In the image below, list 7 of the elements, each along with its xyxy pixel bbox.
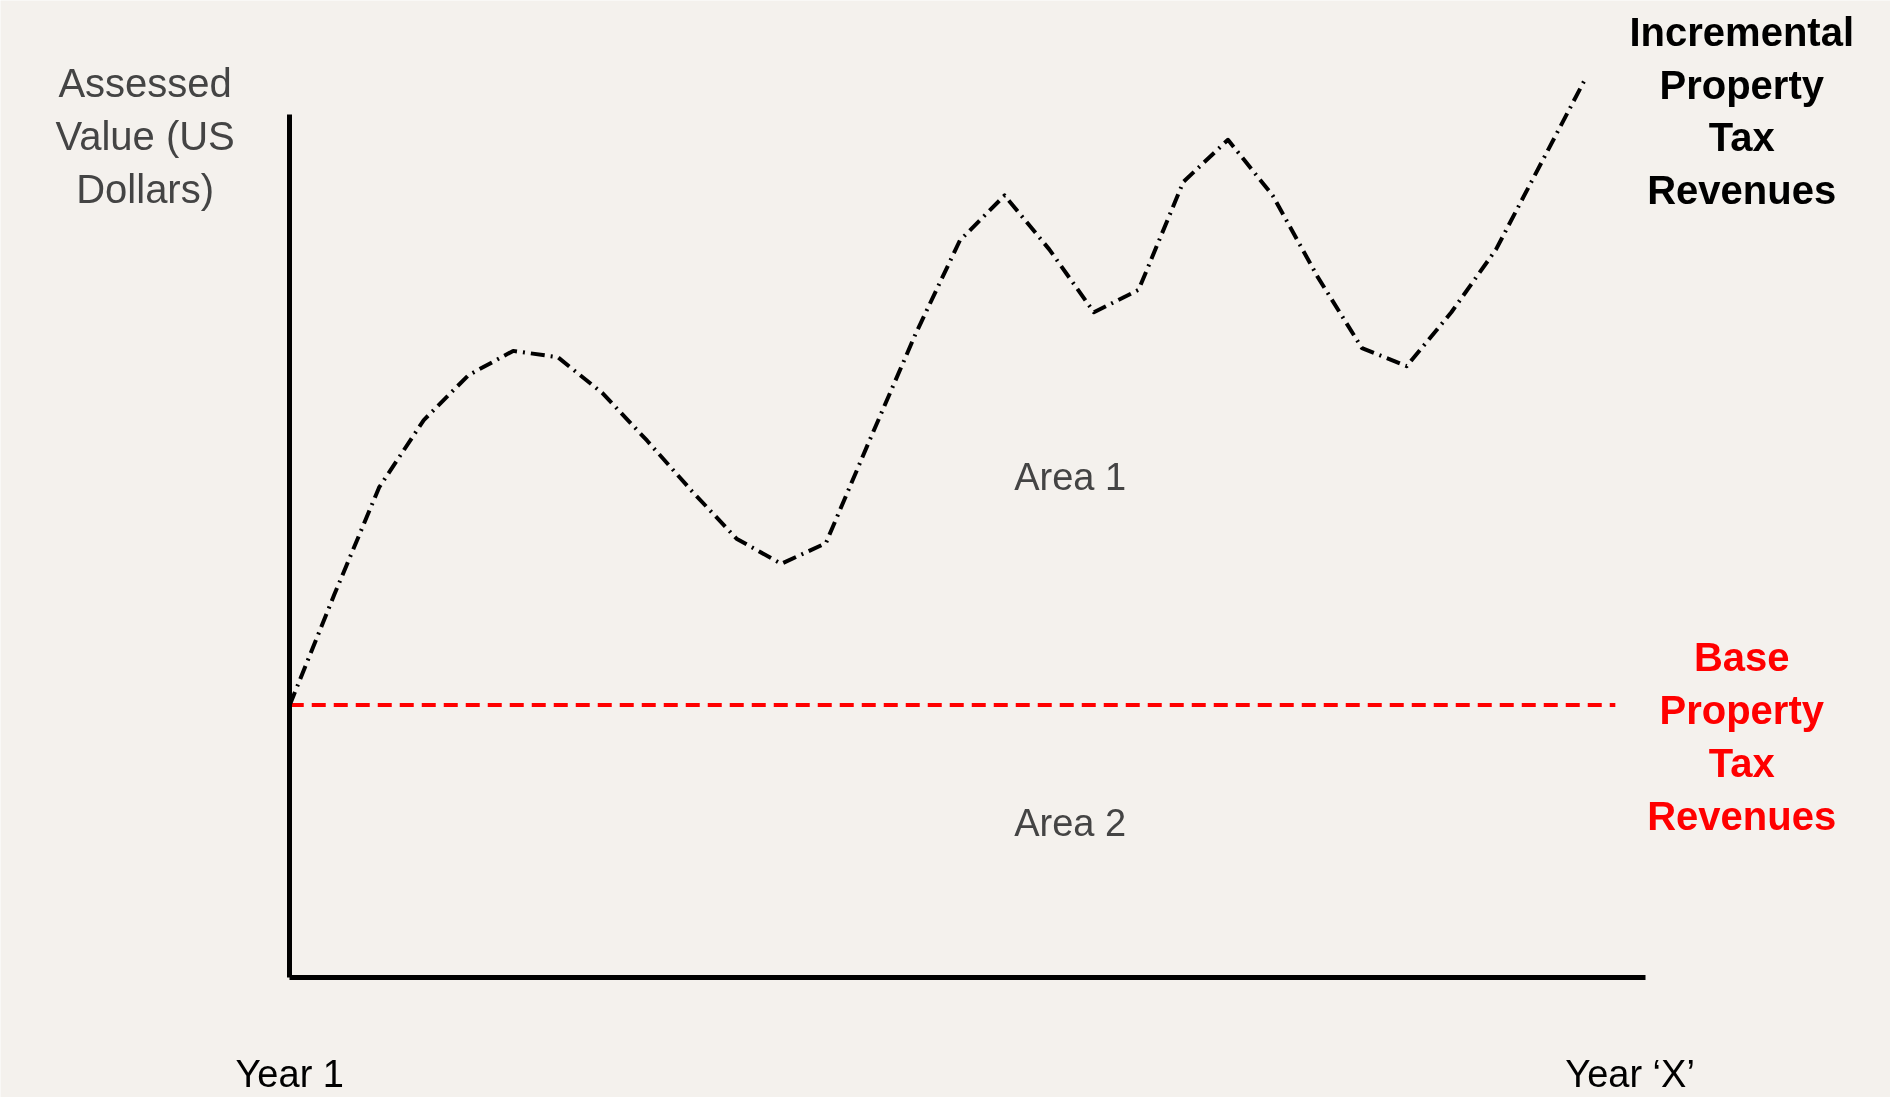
x-tick-label: Year ‘X’ [1565, 1053, 1695, 1096]
series-label: Incremental Property Tax Revenues [1629, 9, 1854, 213]
x-tick-label: Year 1 [235, 1053, 344, 1096]
y-axis-title: Assessed Value (US Dollars) [55, 61, 235, 211]
annotation: Area 2 [1014, 801, 1127, 844]
annotation: Area 1 [1014, 455, 1127, 498]
ref-line-label: Base Property Tax Revenues [1647, 635, 1837, 838]
